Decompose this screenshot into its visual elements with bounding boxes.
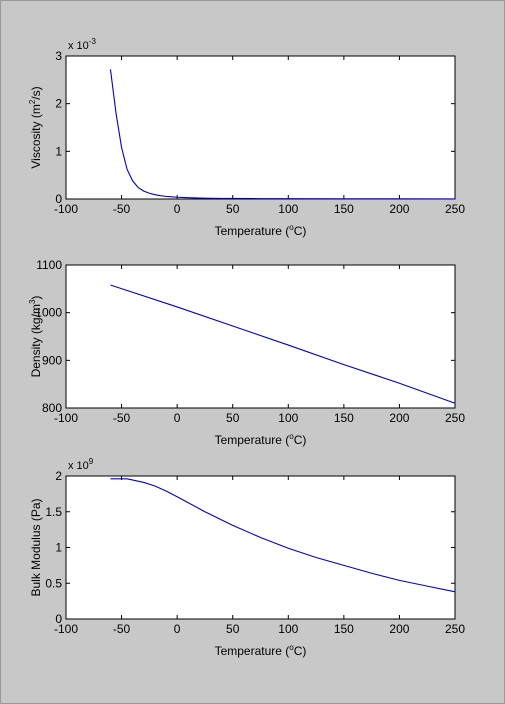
- y-tick-label: 800: [42, 401, 62, 415]
- y-tick-label: 1: [55, 541, 62, 555]
- y-tick-label: 2: [55, 97, 62, 111]
- axis-exponent-label: x 10-3: [68, 37, 96, 52]
- series-line: [109, 69, 456, 200]
- x-tick-label: -50: [113, 622, 131, 636]
- y-axis-label: Bulk Modulus (Pa): [29, 498, 43, 596]
- y-tick-label: 3: [55, 49, 62, 63]
- y-tick-label: 0: [55, 612, 62, 626]
- x-tick-label: 150: [334, 411, 354, 425]
- y-axis-label: Density (kg/m3): [28, 296, 43, 378]
- x-axis-label: Temperature (oC): [215, 432, 307, 447]
- axes-box: [65, 264, 456, 409]
- x-tick-label: 50: [226, 202, 240, 216]
- series-line: [110, 284, 456, 404]
- x-tick-label: 250: [445, 622, 465, 636]
- x-tick-label: 50: [226, 622, 240, 636]
- x-tick-label: 250: [445, 202, 465, 216]
- x-tick-label: 100: [278, 622, 298, 636]
- x-tick-label: 200: [389, 411, 409, 425]
- y-axis-label: Viscosity (m2/s): [28, 86, 43, 168]
- x-axis-label: Temperature (oC): [215, 643, 307, 658]
- y-tick-label: 1100: [36, 258, 62, 272]
- x-tick-label: 200: [389, 202, 409, 216]
- plot-viscosity: -100 -50 0 50 100 150 200 250 0 1 2 3 x 10-3 Temperat…: [28, 37, 465, 238]
- x-tick-label: -50: [113, 202, 131, 216]
- axes-box: [65, 475, 456, 620]
- x-tick-label: -50: [113, 411, 131, 425]
- x-tick-label: 150: [334, 622, 354, 636]
- x-tick-label: 100: [278, 202, 298, 216]
- x-tick-label: 150: [334, 202, 354, 216]
- y-tick-label: 1: [55, 144, 62, 158]
- x-tick-label: 0: [174, 411, 181, 425]
- x-axis-label: Temperature (oC): [215, 223, 307, 238]
- y-tick-label: 0.5: [45, 576, 62, 590]
- x-tick-label: 0: [174, 622, 181, 636]
- x-tick-label: 0: [174, 202, 181, 216]
- x-tick-label: -100: [54, 202, 78, 216]
- x-tick-label: -100: [54, 622, 78, 636]
- axes-box: [65, 55, 456, 200]
- y-tick-label: 1000: [35, 306, 62, 320]
- series-line: [110, 478, 456, 593]
- plot-density: -100 -50 0 50 100 150 200 250 800 900 1000 1100 Temp…: [28, 258, 465, 447]
- x-tick-label: 50: [226, 411, 240, 425]
- x-tick-label: 250: [445, 411, 465, 425]
- plot-bulk-modulus: -100 -50 0 50 100 150 200 250 0 0.5 1 1.5 2 x 109 Temp…: [29, 457, 465, 658]
- y-tick-label: 900: [42, 353, 62, 367]
- y-tick-label: 2: [55, 469, 62, 483]
- x-tick-label: 100: [278, 411, 298, 425]
- y-tick-label: 1.5: [45, 505, 62, 519]
- axis-exponent-label: x 109: [68, 457, 94, 472]
- x-tick-label: 200: [389, 622, 409, 636]
- y-tick-label: 0: [55, 192, 62, 206]
- x-tick-label: -100: [54, 411, 78, 425]
